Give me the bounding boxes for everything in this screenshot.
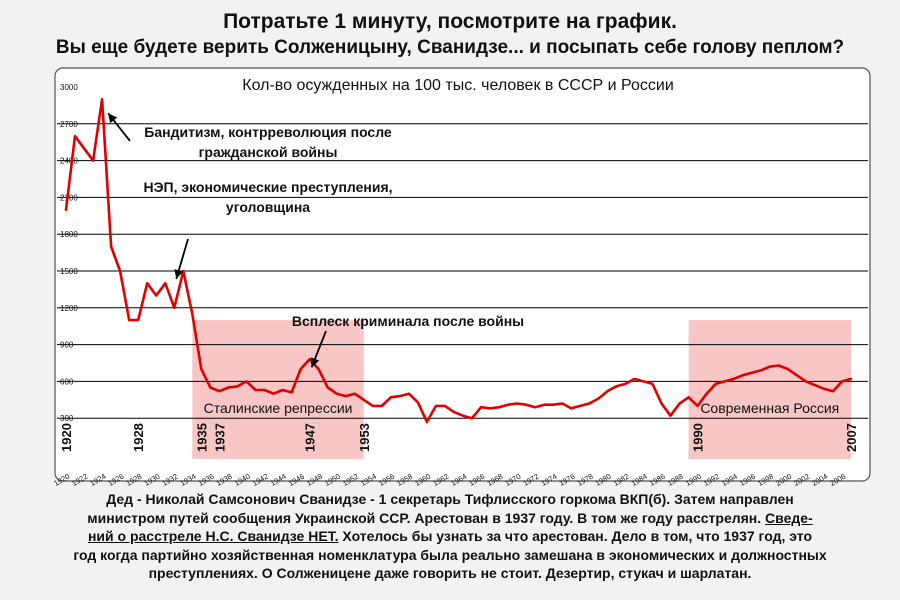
y-tick-label-900: 900 [60,341,74,350]
footer-line-3-text: Хотелось бы узнать за что арестован. Дел… [338,528,813,544]
major-year-label-1947: 1947 [303,423,318,452]
headline-line-2: Вы еще будете верить Солженицыну, Сванид… [55,37,845,58]
y-tick-label-2700: 2700 [60,120,78,129]
y-tick-label-2100: 2100 [60,193,78,202]
major-year-label-1920: 1920 [59,423,74,452]
shaded-region-label-2: Современная Россия [700,400,839,416]
annotation-1-line-1: Бандитизм, контрреволюция после [144,124,392,140]
annotation-arrowhead-1 [108,113,118,124]
major-year-label-2007: 2007 [844,423,859,452]
footer-line-2: министром путей сообщения Украинской ССР… [8,509,892,528]
shaded-region-label-1: Сталинские репрессии [204,400,353,416]
annotation-1-line-2: гражданской войны [199,144,338,160]
footer-line-2-text: министром путей сообщения Украинской ССР… [87,509,766,526]
y-tick-label-1800: 1800 [60,230,78,239]
footer-line-4: год когда партийно хозяйственная номенкл… [73,546,827,563]
footer-line-3-underlined: ний о расстреле Н.С. Сванидзе НЕТ. [87,528,339,544]
footer-line-1: Дед - Николай Самсонович Сванидзе - 1 се… [106,491,794,507]
footer-line-5: преступлениях. О Солженицене даже говори… [148,565,752,581]
y-tick-label-600: 600 [60,377,74,386]
y-tick-label-1500: 1500 [60,267,78,276]
major-year-label-1990: 1990 [691,423,706,452]
footer-line-3: ний о расстреле Н.С. Сванидзе НЕТ. Хотел… [8,527,892,546]
major-year-label-1937: 1937 [212,423,227,452]
chart-title: Кол-во осужденных на 100 тыс. человек в … [242,77,674,94]
major-year-label-1935: 1935 [194,423,209,452]
headline-line-1: Потратьте 1 минуту, посмотрите на график… [223,10,677,33]
y-tick-label-3000: 3000 [60,83,78,92]
footer-line-2-underlined: Сведе- [765,509,813,526]
footer-text: Дед - Николай Самсонович Сванидзе - 1 се… [8,490,892,583]
y-tick-label-2400: 2400 [60,157,78,166]
data-line-1 [64,98,853,424]
y-tick-label-1200: 1200 [60,304,78,313]
major-year-label-1928: 1928 [131,423,146,452]
annotation-arrowhead-3 [310,357,320,368]
annotation-2-line-2: уголовщина [226,199,310,215]
annotation-3-line-1: Всплеск криминала после войны [292,313,524,329]
annotation-2-line-1: НЭП, экономические преступления, [143,179,392,195]
y-tick-label-300: 300 [60,414,74,423]
major-year-label-1953: 1953 [357,423,372,452]
annotation-arrowhead-2 [174,269,184,279]
